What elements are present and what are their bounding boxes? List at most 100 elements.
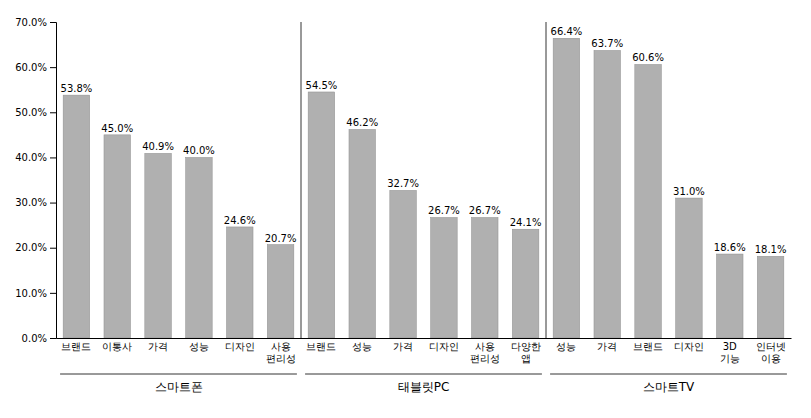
data-label: 40.0% <box>183 145 215 156</box>
y-tick: 60.0% <box>15 62 56 73</box>
x-tick: 디자인 <box>225 341 255 352</box>
y-tick-label: 30.0% <box>15 197 47 208</box>
x-tick: 성능 <box>189 341 209 352</box>
data-label: 66.4% <box>551 26 583 37</box>
x-tick: 성능 <box>556 341 576 352</box>
x-tick-label: 디자인 <box>674 341 704 352</box>
x-tick: 이통사 <box>102 341 132 352</box>
x-tick-label-line: 사용 <box>475 341 495 352</box>
data-label: 53.8% <box>61 83 93 94</box>
x-tick-label: 성능 <box>352 341 372 352</box>
y-tick-label: 50.0% <box>15 107 47 118</box>
x-tick-label: 성능 <box>189 341 209 352</box>
x-tick: 사용편리성 <box>266 341 296 364</box>
group-underline <box>60 374 297 375</box>
data-labels: 53.8%45.0%40.9%40.0%24.6%20.7%54.5%46.2%… <box>61 26 787 255</box>
x-tick-label-line: 브랜드 <box>61 341 91 352</box>
y-tick-mark <box>50 157 56 158</box>
group-label: 태블릿PC <box>398 380 450 394</box>
bar <box>512 229 539 338</box>
y-tick-label: 20.0% <box>15 242 47 253</box>
bar <box>553 38 580 338</box>
x-tick: 다양한앱 <box>511 341 541 364</box>
x-tick-label-line: 앱 <box>521 353 531 364</box>
x-tick-label: 다양한앱 <box>511 341 541 364</box>
x-tick-label-line: 가격 <box>597 341 617 352</box>
x-tick: 3D기능 <box>720 341 740 364</box>
bar <box>757 256 784 338</box>
bar <box>716 254 743 338</box>
data-label: 46.2% <box>346 117 378 128</box>
bar <box>186 157 213 338</box>
data-label: 63.7% <box>591 38 623 49</box>
x-tick-label-line: 브랜드 <box>306 341 336 352</box>
bar <box>594 50 621 338</box>
group-separator <box>301 22 302 338</box>
x-tick-label-line: 가격 <box>148 341 168 352</box>
bar <box>349 129 376 338</box>
x-tick: 가격 <box>597 341 617 352</box>
x-tick: 인터넷이용 <box>756 341 786 364</box>
y-tick-mark <box>50 248 56 249</box>
x-tick-label-line: 브랜드 <box>633 341 663 352</box>
x-tick-label: 디자인 <box>429 341 459 352</box>
x-tick-label-line: 디자인 <box>429 341 459 352</box>
y-tick: 20.0% <box>15 242 56 253</box>
y-tick-mark <box>50 293 56 294</box>
group-underline <box>305 374 542 375</box>
group-labels: 스마트폰 태블릿PC 스마트TV <box>60 374 787 394</box>
group-label: 스마트폰 <box>155 380 203 394</box>
x-tick-label: 가격 <box>597 341 617 352</box>
bar <box>676 198 703 338</box>
bar <box>145 153 172 338</box>
y-tick-mark <box>50 112 56 113</box>
data-label: 18.1% <box>755 244 787 255</box>
x-tick-label: 3D기능 <box>720 341 740 364</box>
x-tick-label-line: 사용 <box>271 341 291 352</box>
x-tick-label-line: 성능 <box>352 341 372 352</box>
bars <box>63 38 784 338</box>
x-tick-label-line: 편리성 <box>266 353 296 364</box>
x-tick-label-line: 인터넷 <box>756 341 786 352</box>
bar <box>431 217 458 338</box>
data-label: 18.6% <box>714 242 746 253</box>
x-tick: 가격 <box>148 341 168 352</box>
y-tick: 50.0% <box>15 107 56 118</box>
x-tick: 사용편리성 <box>470 341 500 364</box>
bar <box>226 227 253 338</box>
x-tick-label-line: 3D <box>723 341 737 352</box>
data-label: 60.6% <box>632 52 664 63</box>
x-tick: 가격 <box>393 341 413 352</box>
y-tick: 0.0% <box>22 333 56 344</box>
x-tick-label-line: 편리성 <box>470 353 500 364</box>
group-separators <box>301 22 546 338</box>
x-tick: 브랜드 <box>633 341 663 352</box>
group-separator <box>546 22 547 338</box>
x-tick: 디자인 <box>674 341 704 352</box>
y-tick: 10.0% <box>15 288 56 299</box>
y-tick-label: 40.0% <box>15 152 47 163</box>
x-tick-label: 이통사 <box>102 341 132 352</box>
x-axis-line <box>57 338 792 339</box>
data-label: 31.0% <box>673 186 705 197</box>
data-label: 24.6% <box>224 215 256 226</box>
data-label: 24.1% <box>510 217 542 228</box>
bar <box>267 245 294 338</box>
bar <box>390 190 417 338</box>
plot: 0.0%10.0%20.0%30.0%40.0%50.0%60.0%70.0%브… <box>15 17 791 364</box>
data-label: 26.7% <box>469 205 501 216</box>
x-tick-label-line: 성능 <box>189 341 209 352</box>
x-axis: 브랜드이통사가격성능디자인사용편리성브랜드성능가격디자인사용편리성다양한앱성능가… <box>57 339 792 365</box>
x-tick-label: 성능 <box>556 341 576 352</box>
x-tick-label-line: 성능 <box>556 341 576 352</box>
bar <box>471 217 498 338</box>
x-tick-label-line: 디자인 <box>674 341 704 352</box>
x-tick: 디자인 <box>429 341 459 352</box>
x-tick-label-line: 디자인 <box>225 341 255 352</box>
chart: 0.0%10.0%20.0%30.0%40.0%50.0%60.0%70.0%브… <box>0 0 811 418</box>
y-tick: 30.0% <box>15 197 56 208</box>
x-tick-label: 사용편리성 <box>266 341 296 364</box>
y-tick-mark <box>50 67 56 68</box>
group-label: 스마트TV <box>643 380 695 394</box>
y-tick-mark <box>50 203 56 204</box>
